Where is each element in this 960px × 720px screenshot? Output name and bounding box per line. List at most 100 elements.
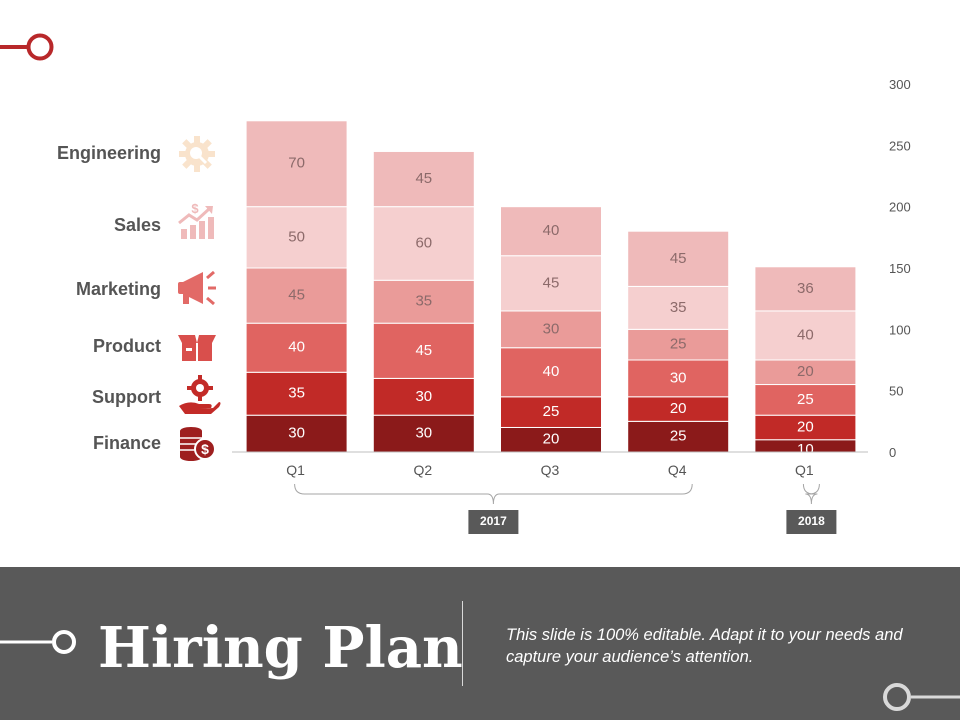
dept-label-product: Product [93, 336, 161, 356]
data-label-product-3: 40 [543, 363, 560, 380]
y-tick-label: 250 [889, 138, 911, 153]
dept-label-engineering: Engineering [57, 143, 161, 163]
bar-segment-engineering-1 [245, 120, 348, 208]
footer-divider [462, 601, 463, 686]
bar-segment-finance-3 [500, 426, 602, 453]
megaphone-icon [178, 270, 216, 306]
bar-segment-engineering-5 [754, 266, 857, 312]
gear-search-icon [179, 136, 215, 172]
bar-segment-marketing-4 [627, 328, 730, 361]
bar-segment-engineering-3 [500, 206, 602, 257]
data-label-marketing-5: 20 [797, 363, 814, 380]
department-labels: Engineering Sales Marketing Product Supp… [57, 143, 161, 453]
bar-segment-product-3 [500, 347, 602, 398]
data-label-marketing-4: 25 [670, 336, 687, 353]
bar-segment-product-2 [372, 322, 475, 379]
x-tick-label: Q1 [286, 462, 305, 478]
connector-circle-decoration [26, 33, 54, 61]
dept-label-support: Support [92, 387, 161, 407]
data-label-finance-1: 30 [288, 425, 305, 442]
bar-segment-support-3 [500, 396, 602, 428]
data-label-support-5: 20 [797, 418, 814, 435]
data-label-sales-5: 40 [797, 326, 814, 343]
year-groups: 2017 2018 [294, 483, 837, 534]
y-tick-label: 150 [889, 261, 911, 276]
year-label-2017: 2017 [480, 514, 507, 528]
y-tick-label: 100 [889, 322, 911, 337]
data-label-marketing-1: 45 [288, 287, 305, 304]
data-label-engineering-4: 45 [670, 250, 687, 267]
footer-bar [0, 567, 960, 720]
bar-segment-support-4 [627, 396, 730, 422]
data-label-engineering-3: 40 [543, 222, 560, 239]
x-tick-label: Q4 [668, 462, 687, 478]
bar-segment-marketing-5 [754, 359, 857, 386]
growth-chart-icon: $ [178, 201, 214, 239]
bars-group: 30 35 40 45 50 70 30 30 45 35 60 45 20 25 40 30 45 40 25 20… [245, 120, 857, 458]
bar-segment-support-1 [245, 371, 348, 416]
year-box-2017 [468, 510, 519, 534]
y-tick-label: 300 [889, 77, 911, 92]
data-label-engineering-1: 70 [288, 155, 305, 172]
data-label-product-2: 45 [415, 342, 432, 359]
data-label-finance-2: 30 [415, 425, 432, 442]
x-tick-label: Q1 [795, 462, 814, 478]
data-label-sales-4: 35 [670, 299, 687, 316]
data-label-support-2: 30 [415, 388, 432, 405]
dept-label-marketing: Marketing [76, 279, 161, 299]
data-label-finance-4: 25 [670, 428, 687, 445]
bar-segment-sales-1 [245, 206, 348, 269]
footer-connector-right-decoration [883, 683, 960, 711]
y-tick-label: 50 [889, 384, 903, 399]
data-label-finance-3: 20 [543, 431, 560, 448]
bar-segment-sales-5 [754, 310, 857, 361]
footer-connector-left-decoration [0, 630, 76, 654]
dept-label-sales: Sales [114, 215, 161, 235]
data-label-marketing-3: 30 [543, 320, 560, 337]
bar-segment-sales-2 [372, 206, 475, 281]
data-label-product-5: 25 [797, 391, 814, 408]
bar-segment-sales-3 [500, 255, 602, 312]
svg-text:$: $ [201, 441, 209, 457]
bar-segment-marketing-3 [500, 310, 602, 349]
data-label-engineering-5: 36 [797, 280, 814, 297]
data-label-sales-3: 45 [543, 274, 560, 291]
year-bracket-2018 [802, 483, 820, 505]
box-icon [178, 335, 216, 361]
dept-label-finance: Finance [93, 433, 161, 453]
data-label-product-4: 30 [670, 369, 687, 386]
bar-segment-marketing-1 [245, 267, 348, 324]
year-bracket-2017 [294, 483, 693, 505]
bar-segment-product-5 [754, 384, 857, 416]
hiring-chart: 30 35 40 45 50 70 30 30 45 35 60 45 20 25 40 30 45 40 25 20… [0, 33, 911, 534]
page-title: Hiring Plan [98, 615, 463, 681]
data-label-support-1: 35 [288, 385, 305, 402]
year-box-2018 [786, 510, 837, 534]
y-tick-label: 0 [889, 445, 896, 460]
data-label-support-4: 20 [670, 400, 687, 417]
bar-segment-engineering-2 [372, 150, 475, 208]
data-label-sales-1: 50 [288, 228, 305, 245]
data-label-product-1: 40 [288, 339, 305, 356]
x-axis-categories: Q1 Q2 Q3 Q4 Q1 [286, 462, 814, 478]
data-label-support-3: 25 [543, 403, 560, 420]
bar-segment-product-4 [627, 359, 730, 398]
year-label-2018: 2018 [798, 514, 825, 528]
x-tick-label: Q2 [413, 462, 432, 478]
svg-text:$: $ [191, 201, 199, 216]
hand-gear-icon [179, 375, 221, 414]
data-label-engineering-2: 45 [415, 170, 432, 187]
bar-segment-marketing-2 [372, 279, 475, 324]
coins-icon: $ [180, 427, 216, 461]
y-axis-ticks: 0 50 100 150 200 250 300 [889, 77, 911, 460]
data-label-marketing-2: 35 [415, 293, 432, 310]
bar-segment-support-2 [372, 377, 475, 416]
y-tick-label: 200 [889, 200, 911, 215]
bar-segment-engineering-4 [627, 230, 730, 287]
bar-segment-finance-2 [372, 414, 475, 453]
data-label-finance-5: 10 [797, 441, 814, 458]
bar-segment-finance-4 [627, 420, 730, 453]
bar-segment-sales-4 [627, 285, 730, 330]
footer-description: This slide is 100% editable. Adapt it to… [506, 626, 903, 666]
x-tick-label: Q3 [541, 462, 560, 478]
